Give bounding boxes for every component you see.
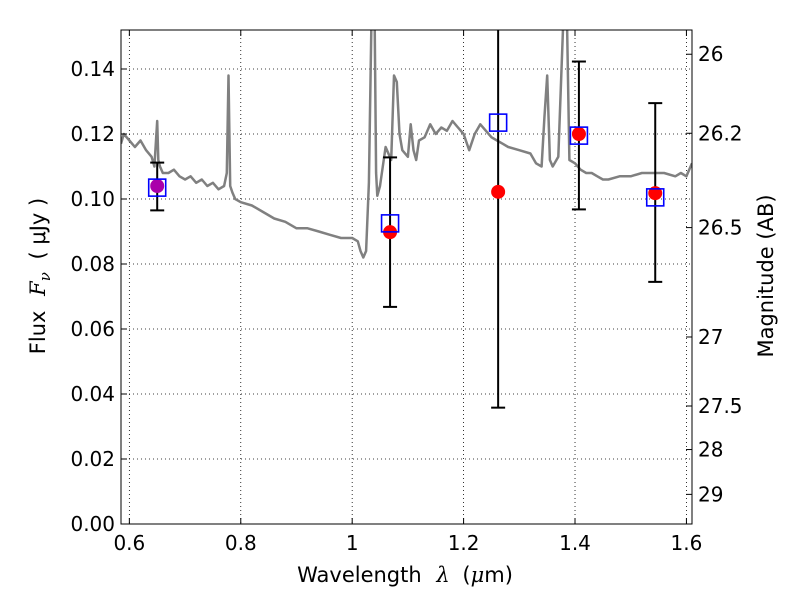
y-tick-label: 0.02 bbox=[70, 447, 115, 471]
model-point bbox=[147, 178, 167, 197]
x-axis-label-mu: μ bbox=[471, 563, 485, 587]
model-point bbox=[569, 126, 589, 145]
x-tick-label: 0.6 bbox=[113, 531, 145, 555]
x-axis-label: Wavelength λ (μm) bbox=[297, 563, 513, 587]
y2-tick-label: 26 bbox=[698, 42, 723, 66]
model-point bbox=[645, 188, 665, 207]
y2-tick-label: 27.5 bbox=[698, 394, 743, 418]
y-axis-label: Flux Fν ( μJy ) bbox=[26, 198, 55, 354]
plot-area bbox=[121, 30, 692, 259]
model-point bbox=[380, 214, 400, 233]
axis-ticks: 0.6 0.8 1 1.2 1.4 1.6 0.00 0.02 0.04 0.06 0.08 0.10… bbox=[70, 30, 743, 555]
y2-tick-label: 26.2 bbox=[698, 121, 743, 145]
y-tick-label: 0.10 bbox=[70, 187, 115, 211]
y-tick-label: 0.00 bbox=[70, 512, 115, 536]
x-tick-label: 1.4 bbox=[559, 531, 591, 555]
observed-point bbox=[150, 179, 165, 193]
y-axis-label-symbol: F bbox=[26, 280, 50, 297]
y-tick-label: 0.04 bbox=[70, 382, 115, 406]
x-axis-label-symbol: λ bbox=[435, 563, 449, 587]
y-axis-label-prefix: Flux bbox=[26, 311, 50, 355]
y-tick-label: 0.06 bbox=[70, 317, 115, 341]
x-tick-label: 0.8 bbox=[225, 531, 257, 555]
x-axis-label-rest: m) bbox=[484, 563, 513, 587]
y2-tick-label: 26.5 bbox=[698, 216, 743, 240]
observed-point bbox=[571, 127, 586, 141]
y-axis-label-unit: ( μJy ) bbox=[26, 198, 50, 260]
y-axis-label-subscript: ν bbox=[36, 272, 54, 281]
model-point bbox=[488, 113, 508, 132]
y2-tick-label: 29 bbox=[698, 482, 723, 506]
y-tick-label: 0.08 bbox=[70, 252, 115, 276]
y-tick-label: 0.14 bbox=[70, 57, 115, 81]
y2-tick-label: 28 bbox=[698, 438, 723, 462]
x-tick-label: 1.6 bbox=[671, 531, 703, 555]
x-axis-label-open: ( bbox=[462, 563, 470, 587]
x-tick-label: 1 bbox=[346, 531, 359, 555]
template-spectrum-line bbox=[121, 30, 692, 259]
observed-point bbox=[491, 184, 506, 199]
x-tick-label: 1.2 bbox=[448, 531, 480, 555]
x-axis-label-prefix: Wavelength bbox=[297, 563, 422, 587]
plot-frame bbox=[120, 29, 693, 525]
y2-axis-label: Magnitude (AB) bbox=[754, 194, 778, 357]
y-tick-label: 0.12 bbox=[70, 122, 115, 146]
y2-tick-label: 27 bbox=[698, 325, 723, 349]
